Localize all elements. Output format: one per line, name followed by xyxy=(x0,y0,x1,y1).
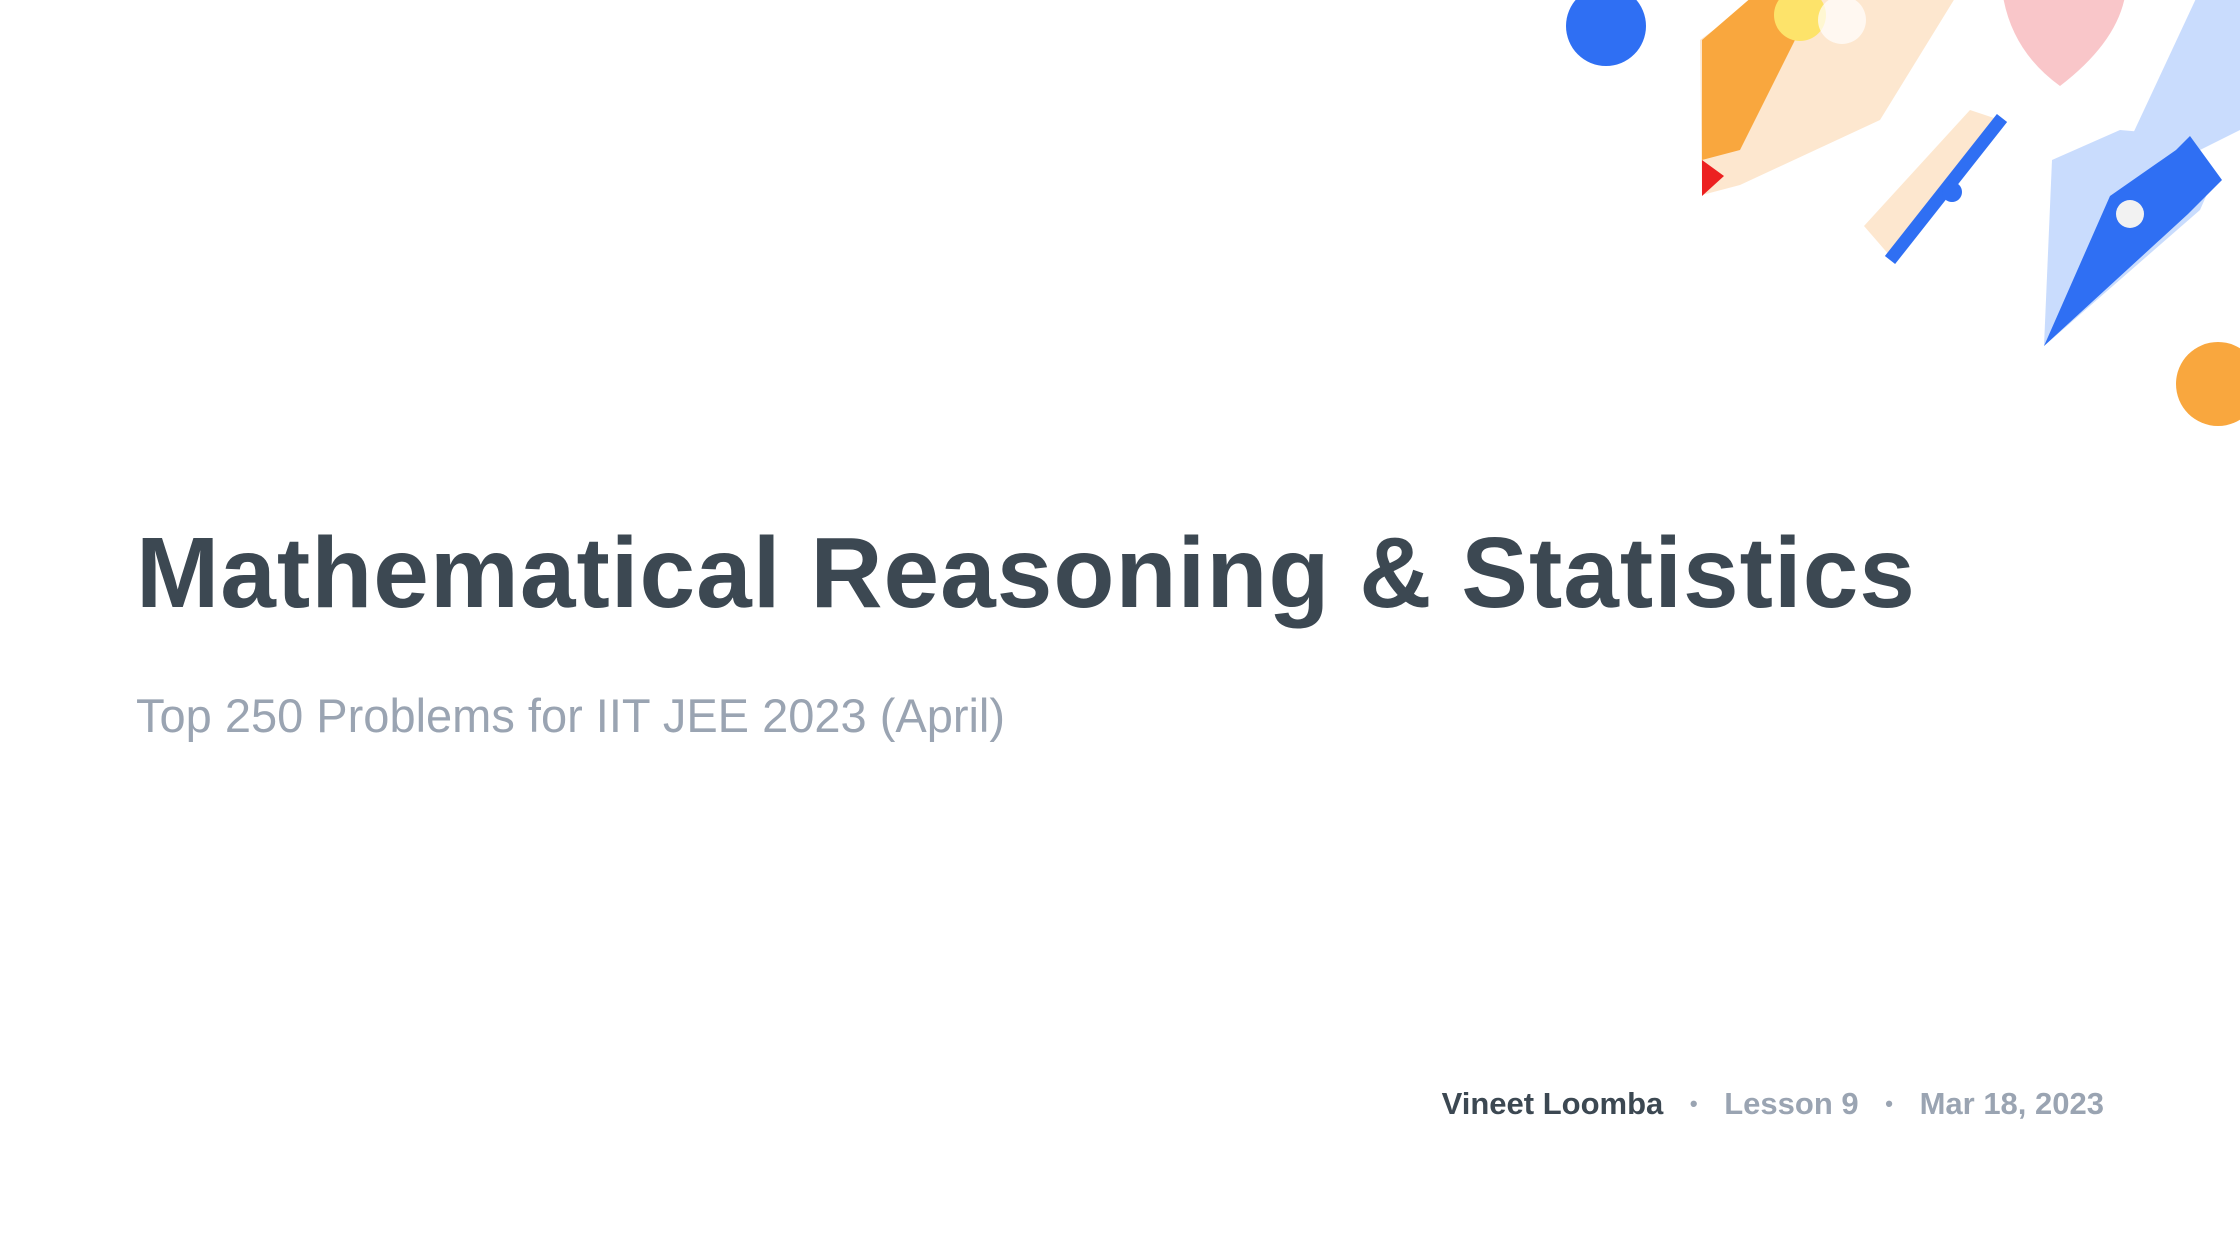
pencil-icon xyxy=(1700,0,1954,196)
meta-separator: • xyxy=(1689,1091,1698,1116)
pen-nib-icon xyxy=(2044,0,2240,346)
blue-dot-icon xyxy=(1566,0,1646,66)
pink-shape-icon xyxy=(2003,0,2125,86)
lesson-label: Lesson 9 xyxy=(1724,1086,1859,1121)
meta-separator: • xyxy=(1885,1091,1893,1116)
author-name: Vineet Loomba xyxy=(1441,1086,1664,1121)
slide-title: Mathematical Reasoning & Statistics xyxy=(136,517,1916,629)
slide-subtitle: Top 250 Problems for IIT JEE 2023 (April… xyxy=(136,689,1006,742)
orange-dot-icon xyxy=(2176,342,2240,426)
lesson-date: Mar 18, 2023 xyxy=(1919,1086,2104,1121)
ruler-icon xyxy=(1864,110,2008,265)
slide-meta: Vineet Loomba • Lesson 9 • Mar 18, 2023 xyxy=(1442,1084,2104,1124)
